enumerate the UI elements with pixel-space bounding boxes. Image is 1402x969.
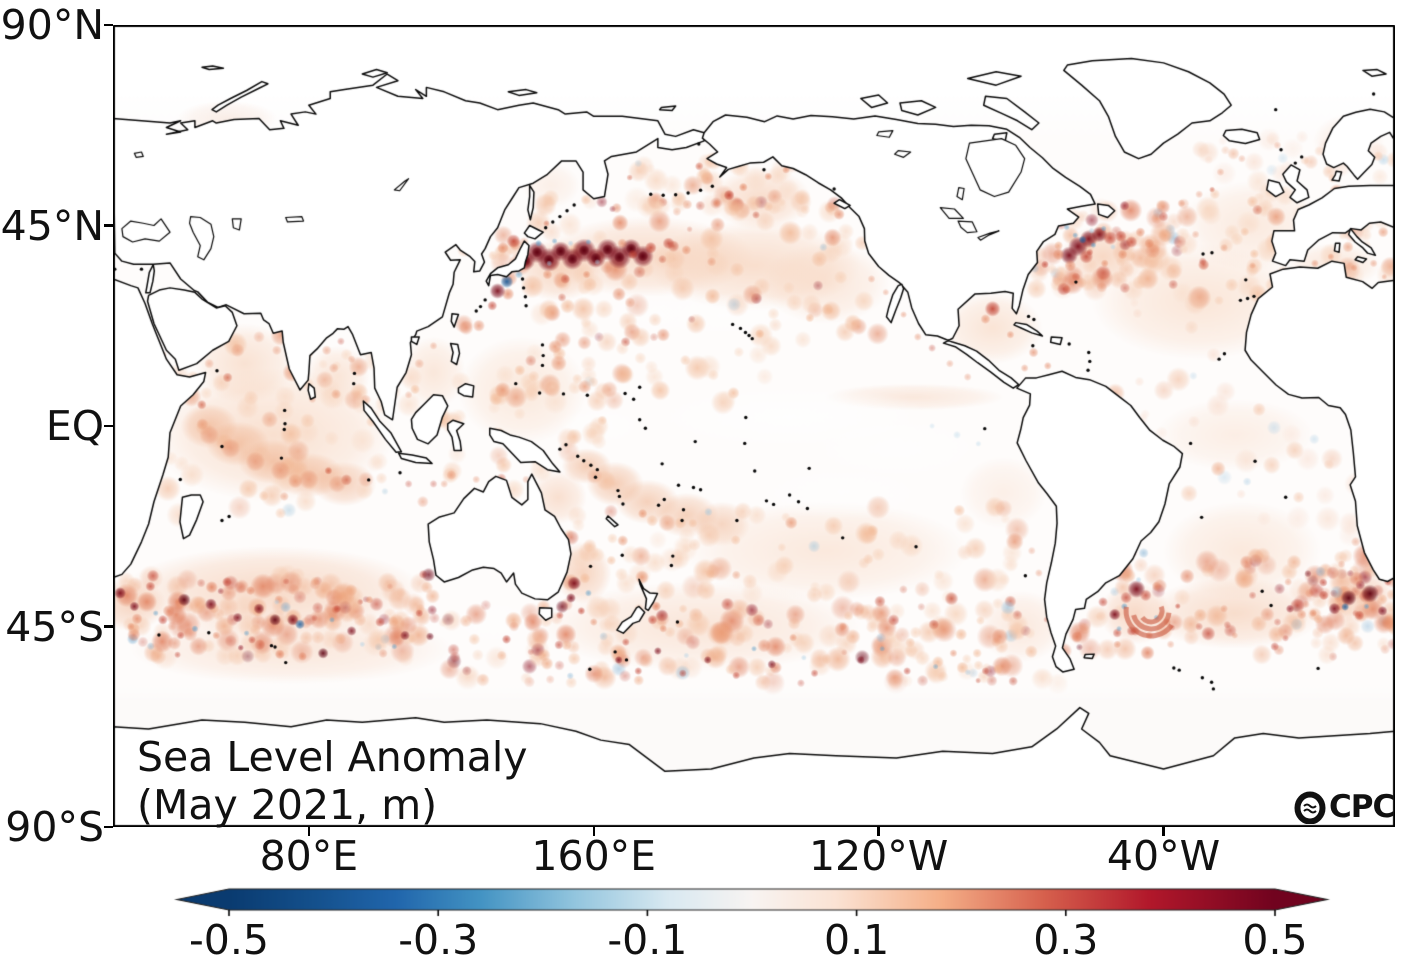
y-axis-tick: [104, 625, 113, 628]
x-axis-label-2: 120°W: [808, 832, 949, 880]
map-title-line2: (May 2021, m): [137, 781, 438, 830]
y-axis-tick: [104, 424, 113, 428]
y-axis-label-2: EQ: [45, 402, 104, 450]
world-map-canvas: [113, 25, 1395, 827]
map-title-line1: Sea Level Anomaly: [137, 733, 528, 781]
x-axis-label-0: 80°E: [259, 832, 359, 880]
y-axis-tick: [104, 23, 113, 27]
map-title: Sea Level Anomaly (May 2021, m): [137, 733, 528, 830]
colorbar-tick-label-3: 0.1: [823, 916, 890, 964]
y-axis-label-1: 45°N: [0, 201, 104, 250]
y-axis-tick: [104, 224, 113, 227]
x-axis-tick: [877, 827, 880, 836]
x-axis-label-1: 160°E: [531, 832, 657, 880]
y-axis-label-0: 90°N: [0, 1, 104, 49]
y-axis-label-3: 45°S: [5, 602, 104, 651]
x-axis-label-3: 40°W: [1106, 832, 1221, 880]
colorbar-tick-label-2: -0.1: [607, 916, 688, 964]
colorbar-tick-label-0: -0.5: [189, 916, 269, 964]
colorbar-tick-label-5: 0.5: [1242, 916, 1308, 964]
y-axis-label-4: 90°S: [5, 803, 104, 851]
cpc-logo-wave-o-icon: [1294, 791, 1328, 824]
cpc-logo: CPC: [1294, 789, 1395, 825]
colorbar-tick-label-1: -0.3: [398, 916, 479, 964]
y-axis-tick: [104, 825, 113, 829]
x-axis-tick: [592, 827, 595, 836]
colorbar-tick-label-4: 0.3: [1033, 916, 1099, 964]
x-axis-tick: [307, 827, 311, 836]
colorbar-canvas: [155, 884, 1345, 920]
x-axis-tick: [1162, 827, 1165, 836]
cpc-logo-text: CPC: [1329, 789, 1395, 825]
